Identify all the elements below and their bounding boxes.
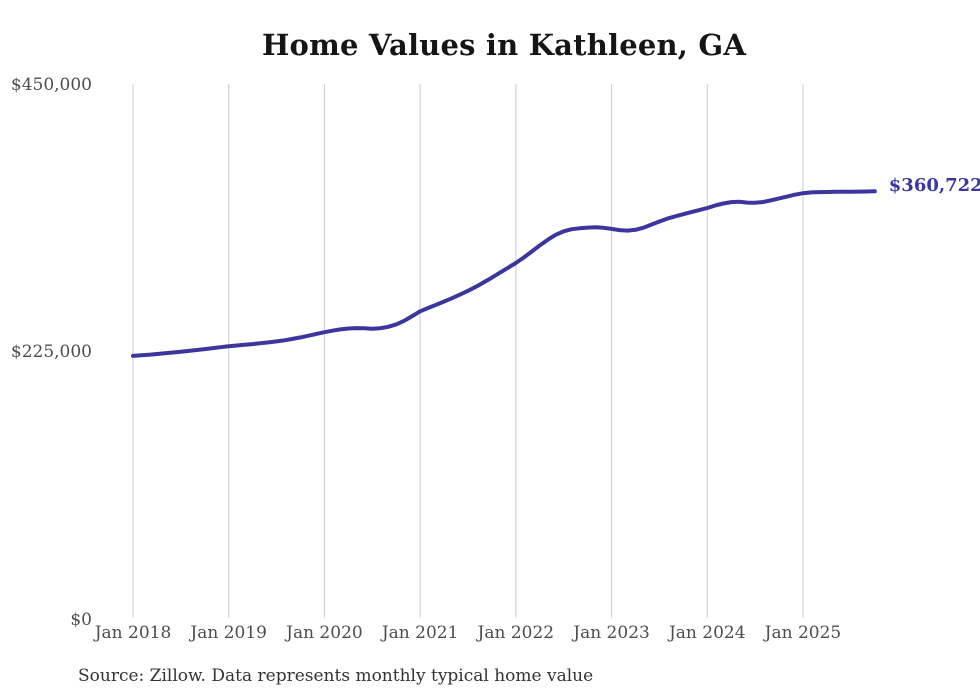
chart-title: Home Values in Kathleen, GA: [261, 28, 747, 62]
end-value-label: $360,722: [888, 175, 980, 197]
x-axis-label: Jan 2021: [381, 623, 459, 643]
y-axis-label-0: $0: [70, 610, 92, 630]
y-axis-label-225k: $225,000: [10, 342, 92, 362]
gridlines-group: [132, 84, 804, 618]
x-axis-label: Jan 2023: [573, 623, 650, 643]
x-axis-label: Jan 2022: [477, 623, 555, 643]
x-axis-label: Jan 2024: [668, 623, 746, 643]
x-axis-label: Jan 2020: [286, 623, 363, 643]
y-axis-label-450k: $450,000: [10, 75, 92, 95]
source-note: Source: Zillow. Data represents monthly …: [78, 666, 594, 686]
home-value-line: [131, 189, 877, 358]
x-axis-label: Jan 2019: [190, 623, 267, 643]
x-axis-label: Jan 2025: [764, 623, 842, 643]
x-axis-label: Jan 2018: [94, 623, 172, 643]
